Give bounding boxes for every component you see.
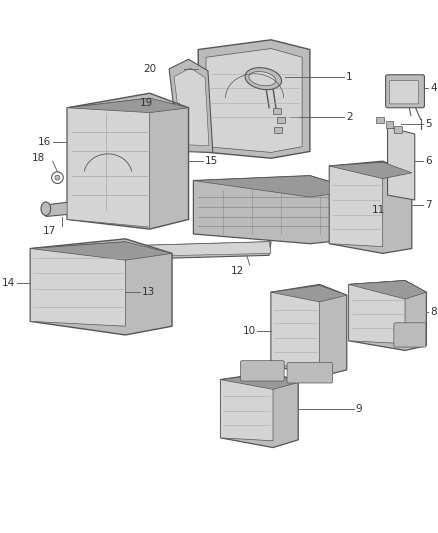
Polygon shape (329, 162, 412, 179)
Text: 13: 13 (142, 287, 155, 297)
Polygon shape (221, 372, 298, 448)
Polygon shape (349, 280, 427, 351)
Ellipse shape (55, 175, 60, 180)
Text: 9: 9 (356, 403, 362, 414)
FancyBboxPatch shape (385, 75, 424, 108)
Text: 8: 8 (430, 306, 437, 317)
Polygon shape (329, 161, 412, 253)
Ellipse shape (52, 172, 64, 183)
Polygon shape (194, 176, 358, 197)
Text: 16: 16 (37, 137, 51, 147)
Polygon shape (174, 68, 209, 146)
Bar (277, 117, 285, 123)
Text: 14: 14 (1, 278, 15, 287)
Ellipse shape (249, 71, 276, 86)
Polygon shape (30, 239, 172, 335)
Bar (376, 117, 384, 123)
Text: 10: 10 (242, 326, 255, 336)
Text: 6: 6 (425, 156, 432, 166)
Bar (273, 108, 281, 114)
Polygon shape (349, 280, 427, 299)
Text: 12: 12 (230, 266, 244, 276)
Bar (394, 126, 402, 133)
Polygon shape (221, 373, 298, 389)
Text: 20: 20 (143, 64, 156, 74)
Text: 2: 2 (346, 112, 353, 123)
FancyBboxPatch shape (240, 361, 284, 381)
Polygon shape (388, 127, 415, 200)
Text: 7: 7 (425, 200, 432, 210)
Polygon shape (133, 242, 271, 259)
Polygon shape (198, 40, 310, 158)
FancyBboxPatch shape (394, 323, 426, 347)
Polygon shape (46, 200, 87, 216)
Text: 11: 11 (372, 205, 385, 215)
Ellipse shape (245, 68, 282, 90)
Polygon shape (30, 242, 172, 260)
Text: 15: 15 (205, 156, 218, 166)
Polygon shape (271, 286, 320, 368)
Text: 4: 4 (430, 83, 437, 93)
Polygon shape (169, 59, 213, 152)
Polygon shape (67, 98, 188, 112)
Bar (385, 122, 393, 128)
Bar (274, 127, 282, 133)
Polygon shape (67, 98, 150, 227)
FancyBboxPatch shape (287, 362, 333, 383)
Text: 18: 18 (32, 154, 45, 163)
Polygon shape (349, 280, 405, 344)
Polygon shape (67, 93, 188, 229)
Polygon shape (194, 176, 358, 244)
Text: 17: 17 (43, 226, 57, 236)
Polygon shape (221, 373, 273, 441)
Polygon shape (206, 49, 302, 152)
Polygon shape (30, 242, 125, 326)
Ellipse shape (41, 202, 51, 215)
Polygon shape (135, 242, 271, 256)
Text: 5: 5 (425, 119, 432, 130)
Text: 1: 1 (346, 72, 353, 82)
Polygon shape (329, 162, 383, 247)
Polygon shape (271, 285, 347, 377)
Text: 19: 19 (139, 98, 152, 108)
Polygon shape (271, 286, 347, 302)
FancyBboxPatch shape (389, 80, 419, 104)
